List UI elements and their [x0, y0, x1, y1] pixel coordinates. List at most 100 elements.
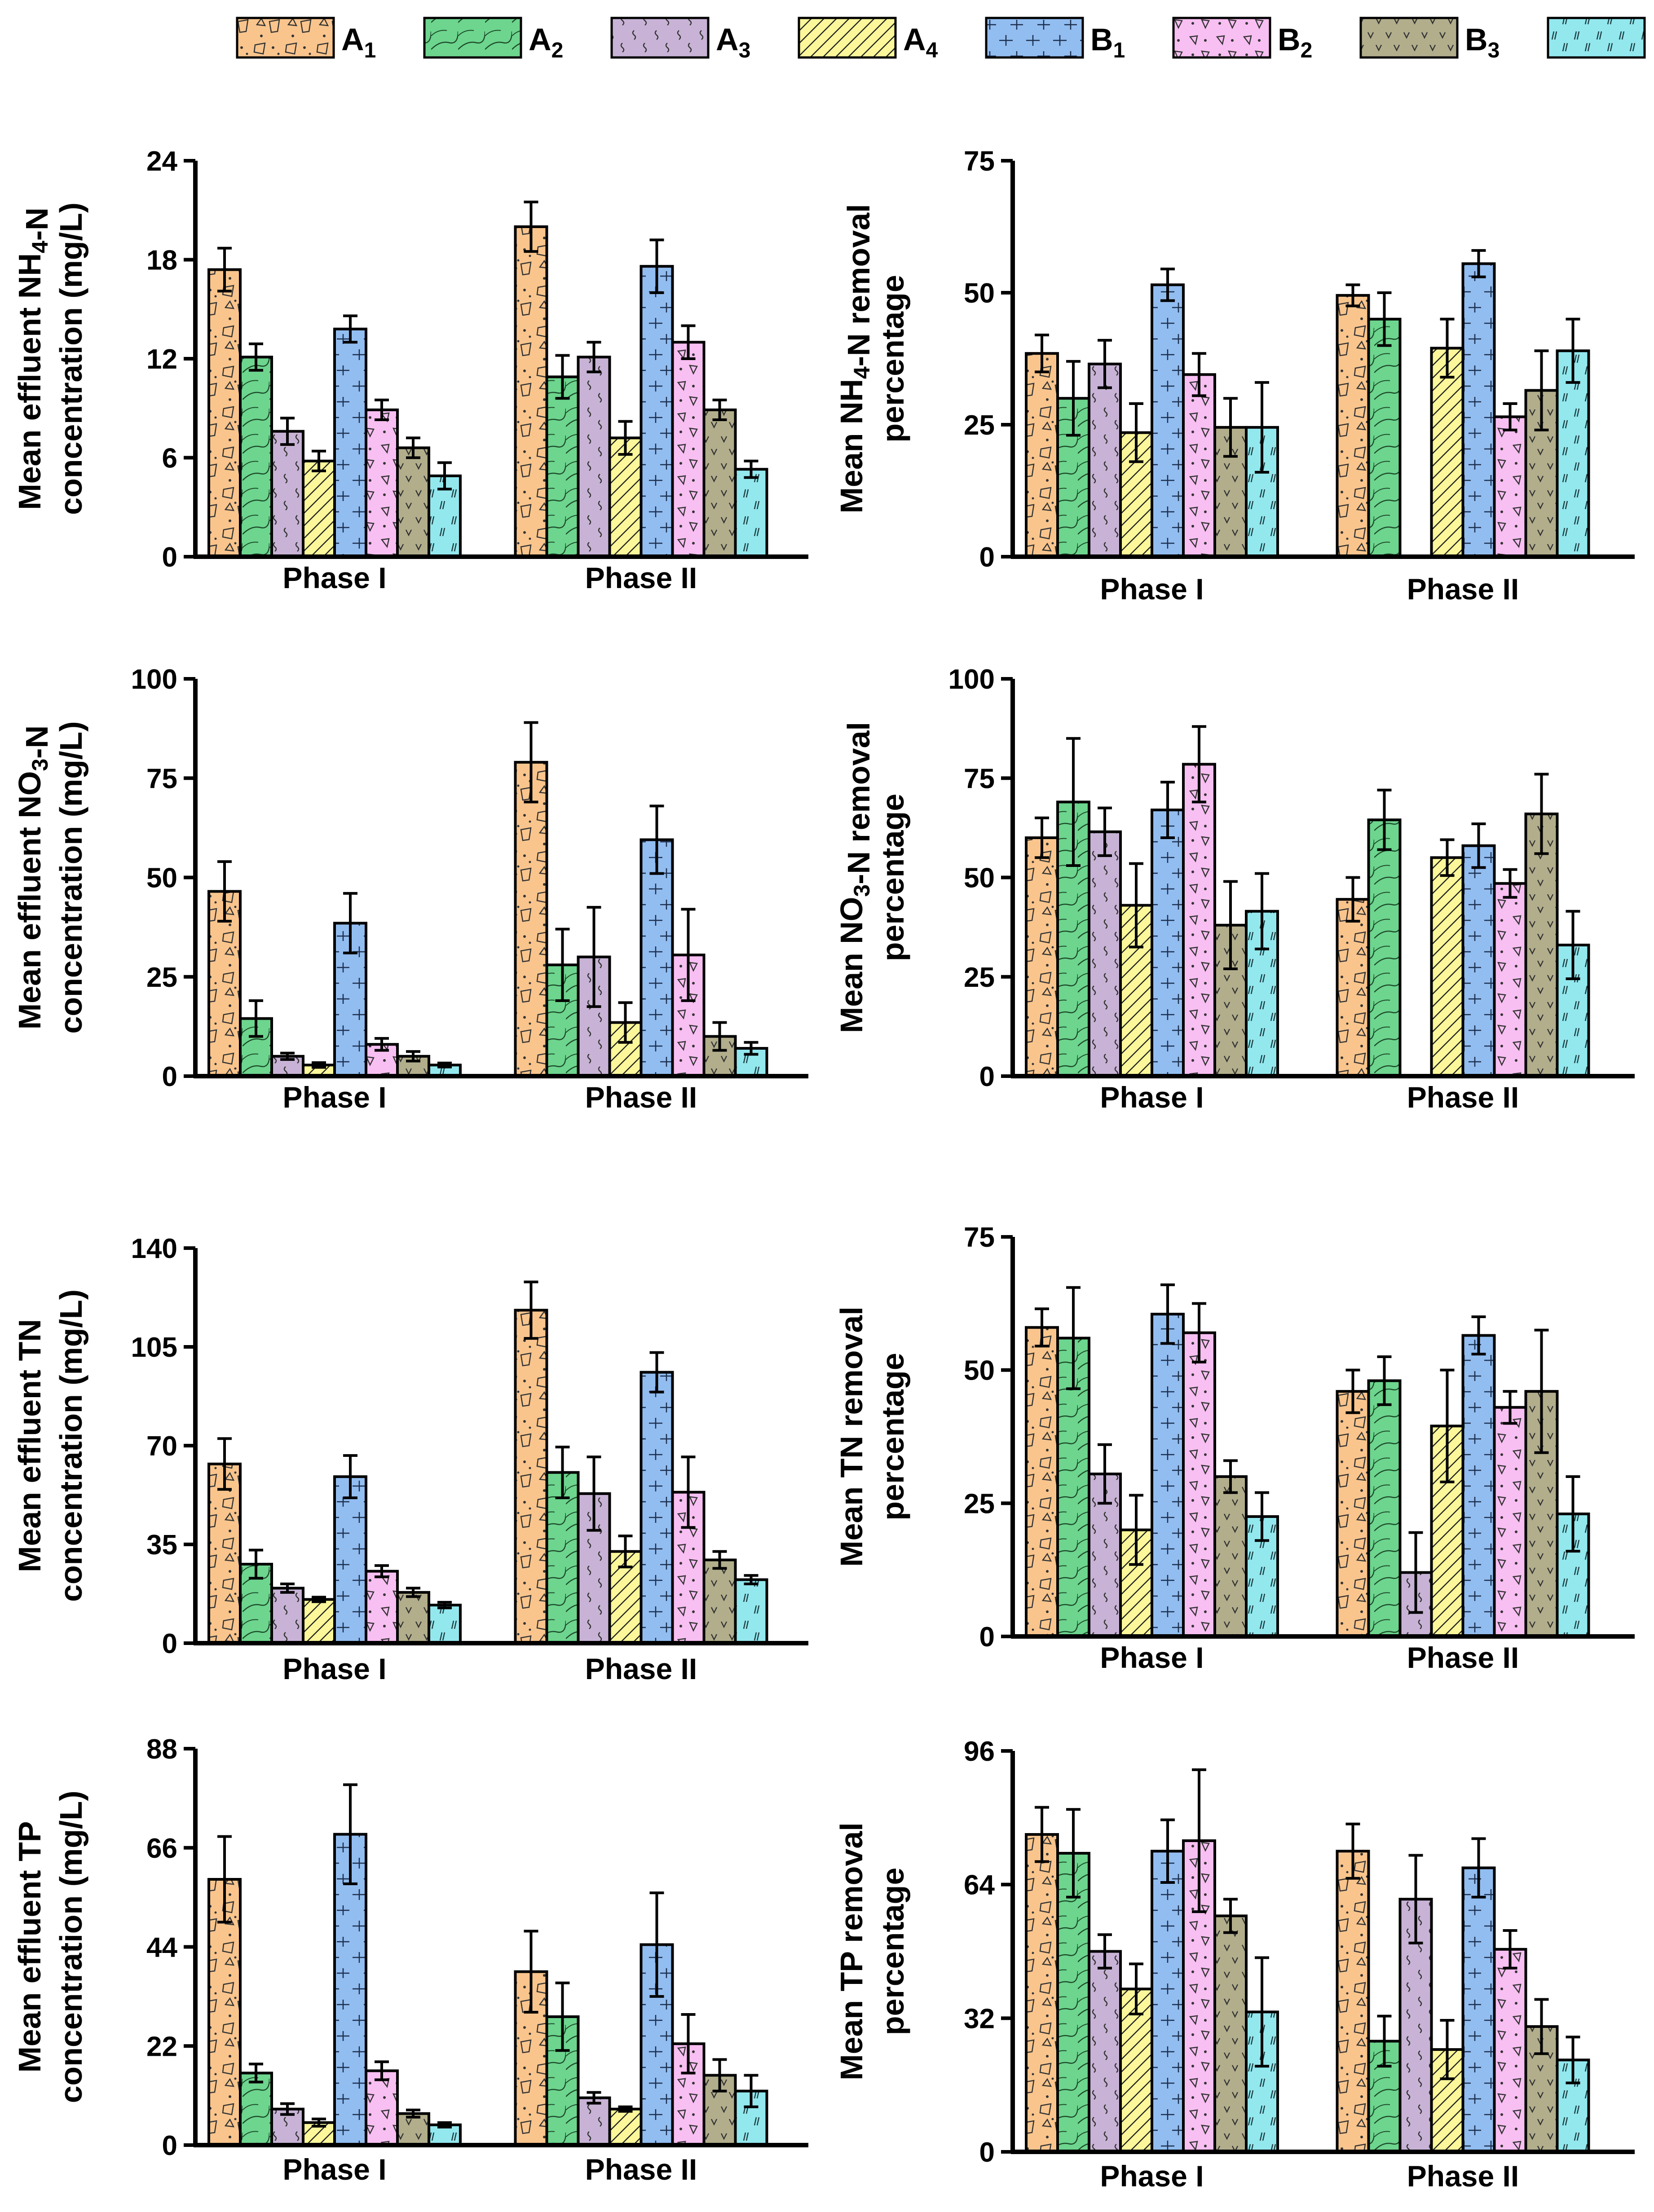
- error-bar-B4-2: [1566, 2036, 1580, 2084]
- bar-A2-phase-i: [239, 2071, 273, 2147]
- y-tick-label: 100: [131, 664, 177, 695]
- error-bar-A1-1: [217, 1835, 232, 1924]
- legend-swatch-B1: [985, 17, 1084, 59]
- error-bar-A2-1: [1066, 737, 1081, 867]
- error-bar-B4-2: [744, 2074, 759, 2108]
- bar-B1-phase-i: [1151, 283, 1185, 558]
- error-bar-B2-2: [1503, 868, 1517, 899]
- error-bar-A1-2: [1345, 876, 1360, 923]
- x-category-label: Phase II: [585, 1081, 697, 1114]
- error-bar-B3-2: [712, 1021, 727, 1052]
- error-bar-B3-1: [1223, 880, 1238, 971]
- y-tick-label: 25: [146, 962, 177, 993]
- error-bar-B3-2: [712, 2058, 727, 2093]
- error-bar-A1-1: [217, 1437, 232, 1491]
- bar-B1-phase-ii: [1461, 1866, 1496, 2154]
- error-bar-A3-1: [280, 417, 295, 446]
- error-bar-B2-1: [375, 1037, 389, 1052]
- legend-label-A1: A1: [341, 22, 376, 62]
- error-bar-A3-1: [280, 2102, 295, 2116]
- error-bar-B4-2: [1566, 1475, 1580, 1553]
- legend-label-A2: A2: [529, 22, 563, 62]
- y-tick-label: 70: [146, 1431, 177, 1462]
- y-axis-label-line: Mean effluent NH4-N: [12, 207, 54, 510]
- bar-A3-phase-ii: [577, 2096, 611, 2147]
- error-bar-B3-2: [1534, 349, 1549, 431]
- error-bar-A2-1: [249, 2062, 263, 2084]
- error-bar-B3-1: [1223, 1459, 1238, 1494]
- y-axis-label: Mean effluent TN concentration (mg/L): [12, 1289, 88, 1602]
- error-bar-B1-2: [1471, 822, 1486, 869]
- error-bar-A3-1: [1098, 1443, 1112, 1505]
- error-bar-B1-2: [1471, 1315, 1486, 1356]
- bar-A2-phase-ii: [545, 2015, 580, 2146]
- bar-A1-phase-ii: [1336, 898, 1370, 1078]
- bar-A2-phase-ii: [1367, 818, 1402, 1078]
- y-tick-label: 64: [964, 1870, 995, 1901]
- bar-A3-phase-ii: [577, 356, 611, 558]
- error-bar-A4-2: [1440, 2019, 1455, 2080]
- error-bar-A1-2: [524, 1280, 538, 1340]
- bar-A1-phase-i: [207, 1878, 242, 2147]
- chart-no3-removal: 0 25 50 75 100 Phase I Phase II Mean NO3-N remo…: [834, 664, 1635, 1114]
- error-bar-A4-2: [1440, 838, 1455, 877]
- error-bar-A1-2: [1345, 283, 1360, 308]
- error-bar-B2-1: [1192, 352, 1206, 397]
- error-bar-A1-2: [524, 721, 538, 804]
- legend-item-A4: A4: [798, 17, 938, 62]
- bar-B2-phase-ii: [671, 341, 706, 558]
- error-bar-B3-2: [1534, 1998, 1549, 2055]
- bar-B3-phase-i: [396, 446, 430, 558]
- bar-B3-phase-ii: [702, 408, 737, 558]
- error-bar-B3-1: [406, 1587, 420, 1598]
- error-bar-B1-1: [343, 1454, 357, 1500]
- y-axis-label: Mean TP removal percentage: [834, 1822, 910, 2080]
- y-tick-label: 75: [146, 763, 177, 794]
- y-tick-label: 12: [146, 344, 177, 375]
- x-category-label: Phase II: [585, 561, 697, 594]
- bar-A1-phase-ii: [514, 761, 548, 1077]
- chart-no3-effluent: 0 25 50 75 100 Phase I Phase II Mean effluent N…: [12, 664, 808, 1114]
- error-bar-A4-1: [312, 1061, 326, 1069]
- legend-swatch-B4: [1547, 17, 1646, 59]
- error-bar-B4-1: [1255, 872, 1269, 950]
- bar-B1-phase-ii: [1461, 262, 1496, 558]
- error-bar-B2-2: [1503, 402, 1517, 431]
- error-bar-A1-1: [1035, 1307, 1049, 1348]
- bar-A3-phase-i: [270, 430, 304, 558]
- bar-B4-phase-ii: [1556, 349, 1590, 558]
- error-bar-A1-2: [524, 1930, 538, 2014]
- error-bar-B4-1: [1255, 1491, 1269, 1542]
- bar-A2-phase-ii: [1367, 1379, 1402, 1638]
- bar-A1-phase-i: [1025, 352, 1059, 558]
- legend-label-B3: B3: [1465, 22, 1500, 62]
- x-category-label: Phase I: [1100, 1081, 1204, 1114]
- error-bar-A3-1: [1098, 806, 1112, 857]
- legend-label-B1: B1: [1090, 22, 1125, 62]
- y-axis-label-line: Mean TP removal: [834, 1822, 869, 2080]
- y-tick-label: 50: [964, 278, 995, 309]
- legend-label-B4: B4: [1652, 22, 1654, 62]
- error-bar-A2-2: [555, 354, 570, 400]
- legend-item-A1: A1: [236, 17, 376, 62]
- bar-A1-phase-i: [1025, 836, 1059, 1077]
- y-tick-label: 88: [146, 1734, 177, 1765]
- legend-swatch-A3: [610, 17, 710, 59]
- y-axis-label-line: Mean effluent TN: [12, 1319, 47, 1572]
- charts: 0 6 12 18 24 Phase I Phase II Mean effluent NH4…: [12, 146, 1635, 2193]
- bar-A1-phase-i: [1025, 1833, 1059, 2154]
- legend-swatch-A2: [423, 17, 522, 59]
- x-category-label: Phase II: [1407, 1641, 1519, 1674]
- error-bar-A1-1: [1035, 816, 1049, 859]
- y-tick-label: 25: [964, 1488, 995, 1519]
- x-category-label: Phase II: [1407, 1081, 1519, 1114]
- error-bar-A2-1: [1066, 1808, 1081, 1899]
- y-tick-label: 22: [146, 2031, 177, 2062]
- bar-B3-phase-ii: [1524, 812, 1559, 1077]
- error-bar-A3-2: [587, 1456, 601, 1532]
- x-category-label: Phase I: [282, 561, 386, 594]
- error-bar-A3-2: [587, 906, 601, 1008]
- y-axis-label-line: Mean NH4-N removal: [834, 204, 876, 513]
- y-tick-label: 66: [146, 1833, 177, 1864]
